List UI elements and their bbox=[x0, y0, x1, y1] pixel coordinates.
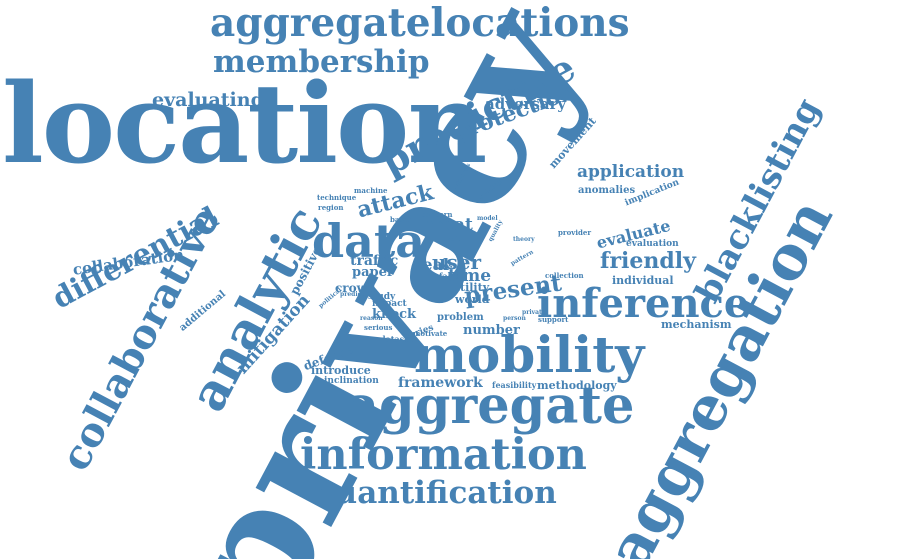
word-evaluation: evaluation bbox=[626, 239, 679, 249]
word-provider: provider bbox=[558, 228, 592, 237]
word-problem: problem bbox=[437, 312, 484, 323]
word-machine: machine bbox=[354, 186, 388, 195]
word-user: user bbox=[432, 250, 482, 274]
word-time: time bbox=[448, 266, 492, 286]
word-feasibility: feasibility bbox=[492, 380, 537, 390]
word-number: number bbox=[463, 323, 520, 338]
word-aggregate: aggregate bbox=[346, 376, 635, 436]
word-information: information bbox=[300, 430, 587, 480]
word-region: region bbox=[318, 203, 344, 212]
word-collection: collection bbox=[545, 271, 584, 280]
word-real: real bbox=[414, 255, 450, 274]
word-support: support bbox=[538, 315, 569, 324]
word-application: application bbox=[577, 162, 685, 182]
word-study: study bbox=[368, 292, 396, 302]
word-reason: reason bbox=[360, 315, 383, 322]
word-technique: technique bbox=[317, 193, 357, 202]
word-inclination: inclination bbox=[324, 376, 379, 386]
word-knock: knock bbox=[372, 307, 417, 322]
word-utility: utility bbox=[452, 281, 490, 294]
word-mechanism: mechanism bbox=[661, 318, 732, 331]
word-serious: serious bbox=[364, 323, 393, 332]
word-motivate: motivate bbox=[413, 329, 448, 338]
word-anomalies: anomalies bbox=[578, 185, 636, 196]
word-introduce: introduce bbox=[311, 364, 371, 377]
word-predict: predict bbox=[340, 291, 365, 298]
word-membership: membership bbox=[213, 44, 430, 80]
word-person: person bbox=[503, 315, 526, 322]
word-framework: framework bbox=[398, 375, 483, 391]
word-adversary: adversary bbox=[485, 95, 567, 113]
word-mobility: mobility bbox=[414, 325, 645, 384]
word-friendly: friendly bbox=[600, 248, 696, 274]
word-concern: concern bbox=[421, 210, 453, 219]
word-world: world bbox=[455, 293, 490, 306]
word-dataset: dataset bbox=[380, 334, 413, 344]
word-quantification: quantification bbox=[313, 475, 557, 511]
word-based: based bbox=[390, 215, 413, 224]
word-private: private bbox=[522, 309, 546, 316]
word-model: model bbox=[477, 215, 498, 222]
word-methodology: methodology bbox=[537, 379, 617, 392]
word-threat: threat bbox=[414, 215, 473, 235]
word-useful: useful bbox=[443, 236, 464, 243]
word-location: location bbox=[2, 59, 487, 188]
word-crowd: crowd bbox=[335, 281, 376, 295]
word-inference: inference bbox=[537, 280, 750, 327]
word-individual: individual bbox=[612, 274, 674, 287]
word-theory: theory bbox=[513, 236, 535, 243]
word-data: data bbox=[312, 214, 426, 268]
word-evaluating: evaluating bbox=[152, 89, 264, 111]
word-impact: impact bbox=[372, 299, 407, 309]
word-false: false bbox=[439, 271, 461, 281]
word-loss: loss bbox=[441, 261, 457, 270]
word-aggregatelocations: aggregatelocations bbox=[210, 0, 630, 46]
word-traffic: traffic bbox=[350, 253, 399, 269]
word-paper: paper bbox=[352, 265, 394, 280]
